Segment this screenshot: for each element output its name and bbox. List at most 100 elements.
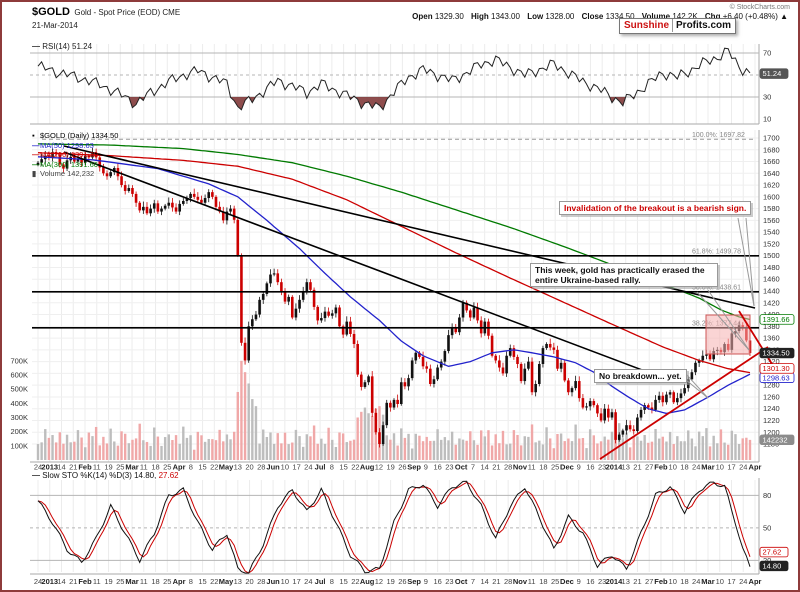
chg-label: Chg <box>704 12 721 21</box>
svg-text:1334.50: 1334.50 <box>763 349 790 358</box>
chart-date: 21-Mar-2014 <box>32 21 78 30</box>
svg-text:20: 20 <box>763 556 771 565</box>
svg-text:2014: 2014 <box>606 577 624 586</box>
svg-text:Feb: Feb <box>78 463 92 472</box>
stockcharts-credit[interactable]: © StockCharts.com <box>729 4 790 11</box>
svg-text:10: 10 <box>669 577 677 586</box>
svg-text:600K: 600K <box>10 370 28 379</box>
svg-text:16: 16 <box>433 577 441 586</box>
annotation-invalidation: Invalidation of the breakout is a bearis… <box>559 201 752 215</box>
svg-text:Apr: Apr <box>173 463 186 472</box>
svg-text:21: 21 <box>633 463 641 472</box>
svg-text:700K: 700K <box>10 356 28 365</box>
svg-text:1580: 1580 <box>763 204 780 213</box>
svg-text:9: 9 <box>424 463 428 472</box>
svg-text:Dec: Dec <box>560 463 574 472</box>
svg-text:10: 10 <box>716 577 724 586</box>
svg-text:19: 19 <box>386 577 394 586</box>
svg-text:Apr: Apr <box>173 577 186 586</box>
svg-text:61.8%: 1499.78: 61.8%: 1499.78 <box>692 248 741 255</box>
svg-text:200K: 200K <box>10 427 28 436</box>
svg-text:Nov: Nov <box>513 577 528 586</box>
svg-text:25: 25 <box>116 463 124 472</box>
svg-text:50.0%: 1438.61: 50.0%: 1438.61 <box>692 284 741 291</box>
svg-text:1620: 1620 <box>763 181 780 190</box>
svg-text:1301.30: 1301.30 <box>763 364 790 373</box>
svg-text:15: 15 <box>198 577 206 586</box>
ma200-swatch-icon: — <box>32 150 40 159</box>
svg-text:21: 21 <box>492 463 500 472</box>
volume-label: Volume <box>641 12 671 21</box>
sunshine-profits-logo[interactable]: Sunshine Profits.com <box>619 18 737 34</box>
svg-text:13: 13 <box>622 577 630 586</box>
svg-text:16: 16 <box>586 577 594 586</box>
svg-text:400K: 400K <box>10 399 28 408</box>
svg-text:25: 25 <box>163 463 171 472</box>
svg-text:24: 24 <box>304 463 312 472</box>
svg-text:1480: 1480 <box>763 263 780 272</box>
svg-text:22: 22 <box>351 577 359 586</box>
logo-sunshine: Sunshine <box>620 19 674 32</box>
svg-text:14: 14 <box>57 463 65 472</box>
svg-text:8: 8 <box>189 577 193 586</box>
svg-text:1298.63: 1298.63 <box>763 373 790 382</box>
svg-text:Mar: Mar <box>701 463 714 472</box>
svg-text:9: 9 <box>577 463 581 472</box>
svg-text:24: 24 <box>34 463 42 472</box>
svg-text:51.24: 51.24 <box>763 69 782 78</box>
svg-text:26: 26 <box>398 577 406 586</box>
svg-text:18: 18 <box>680 463 688 472</box>
svg-text:1220: 1220 <box>763 416 780 425</box>
ticker-description: Gold - Spot Price (EOD) CME <box>74 8 181 17</box>
svg-text:20: 20 <box>245 463 253 472</box>
legend-symbol: $GOLD (Daily) 1334.50 <box>40 131 119 140</box>
svg-text:24: 24 <box>692 577 700 586</box>
svg-text:28: 28 <box>504 463 512 472</box>
svg-text:24: 24 <box>739 463 747 472</box>
svg-text:Jul: Jul <box>315 463 326 472</box>
svg-text:Mar: Mar <box>125 463 138 472</box>
svg-text:1460: 1460 <box>763 275 780 284</box>
legend-ma200: MA(200) 1301.30 <box>40 150 98 159</box>
svg-text:14: 14 <box>480 463 488 472</box>
svg-text:1240: 1240 <box>763 404 780 413</box>
svg-text:500K: 500K <box>10 385 28 394</box>
svg-text:1420: 1420 <box>763 298 780 307</box>
svg-text:Feb: Feb <box>654 577 668 586</box>
svg-text:16: 16 <box>433 463 441 472</box>
svg-text:15: 15 <box>339 577 347 586</box>
svg-text:21: 21 <box>69 463 77 472</box>
chg-value: +6.40 (+0.48%) ▲ <box>722 12 788 21</box>
svg-text:Sep: Sep <box>407 463 421 472</box>
svg-text:Oct: Oct <box>455 463 468 472</box>
svg-text:1391.66: 1391.66 <box>763 315 790 324</box>
sto-label: Slow STO %K(14) %D(3) <box>42 471 135 480</box>
svg-text:24: 24 <box>304 577 312 586</box>
svg-text:Sep: Sep <box>407 577 421 586</box>
legend-ma300: MA(300) 1391.66 <box>40 159 98 169</box>
svg-text:1700: 1700 <box>763 134 780 143</box>
svg-text:19: 19 <box>104 577 112 586</box>
rsi-label: RSI(14) 51.24 <box>42 42 93 51</box>
svg-text:300K: 300K <box>10 413 28 422</box>
svg-text:Aug: Aug <box>360 577 375 586</box>
svg-text:12: 12 <box>375 463 383 472</box>
svg-text:Oct: Oct <box>455 577 468 586</box>
svg-text:22: 22 <box>351 463 359 472</box>
svg-text:27: 27 <box>645 463 653 472</box>
svg-text:26: 26 <box>398 463 406 472</box>
rsi-swatch-icon: — <box>32 42 40 51</box>
price-swatch-icon: ▪ <box>32 131 35 140</box>
close-value: 1334.50 <box>605 12 635 21</box>
svg-text:21: 21 <box>69 577 77 586</box>
svg-text:20: 20 <box>245 577 253 586</box>
svg-text:11: 11 <box>528 463 536 472</box>
svg-text:18: 18 <box>539 577 547 586</box>
svg-text:14.80: 14.80 <box>763 561 782 570</box>
low-value: 1328.00 <box>545 12 575 21</box>
svg-text:1520: 1520 <box>763 239 780 248</box>
svg-text:100.0%: 1697.82: 100.0%: 1697.82 <box>692 132 745 139</box>
svg-text:23: 23 <box>445 463 453 472</box>
svg-text:7: 7 <box>471 577 475 586</box>
open-label: Open <box>412 12 433 21</box>
